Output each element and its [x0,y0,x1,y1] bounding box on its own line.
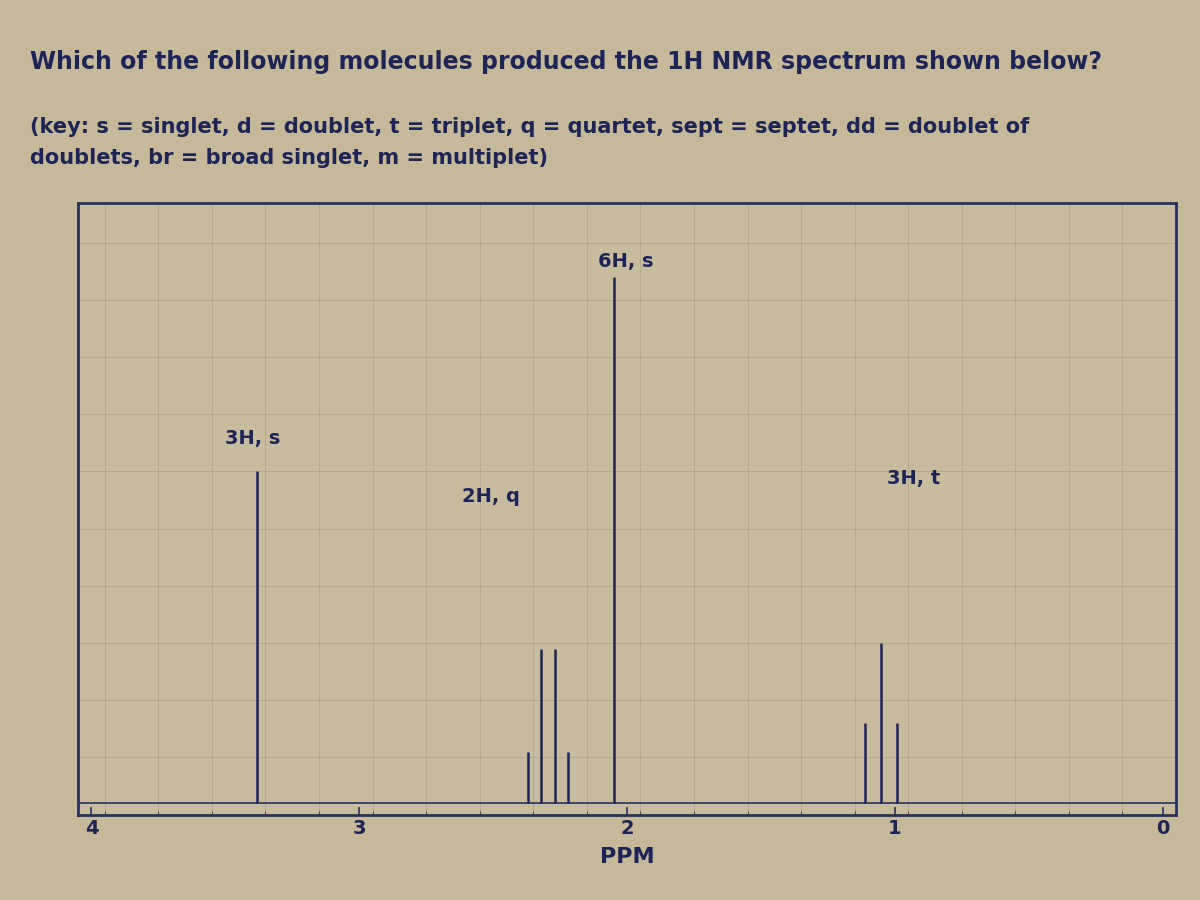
Text: 3H, s: 3H, s [226,429,281,448]
Text: (key: s = singlet, d = doublet, t = triplet, q = quartet, sept = septet, dd = do: (key: s = singlet, d = doublet, t = trip… [30,117,1030,137]
Text: doublets, br = broad singlet, m = multiplet): doublets, br = broad singlet, m = multip… [30,148,548,168]
X-axis label: PPM: PPM [600,847,654,867]
Text: 3H, t: 3H, t [887,470,941,489]
Text: 6H, s: 6H, s [598,252,653,271]
Text: 2H, q: 2H, q [462,487,520,506]
Text: Which of the following molecules produced the 1H NMR spectrum shown below?: Which of the following molecules produce… [30,50,1102,74]
